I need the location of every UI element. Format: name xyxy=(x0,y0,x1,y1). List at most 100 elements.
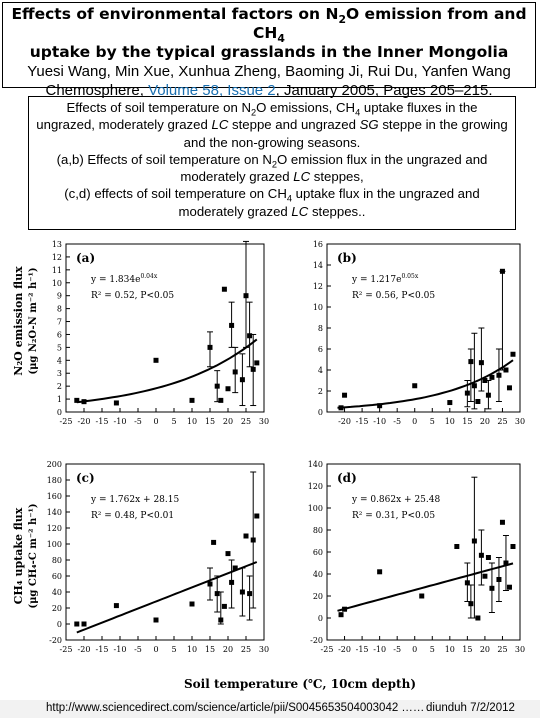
fit-equation: y = 1.217e0.05x xyxy=(351,273,419,285)
chart-panel: 0 2 4 6 8 10 12 14 16 -20 -15 -10 -5 0 5 10 15 20 25 30 (b) y… xyxy=(313,240,525,426)
plot-frame xyxy=(326,463,521,641)
y-tick-label: 160 xyxy=(47,492,62,501)
y-tick-label: 10 xyxy=(313,303,323,312)
data-point xyxy=(471,538,477,544)
y-tick-label: 120 xyxy=(47,524,62,533)
data-point xyxy=(232,369,238,375)
data-point xyxy=(482,573,488,579)
data-point xyxy=(211,539,217,545)
fit-equation: y = 1.762x + 28.15 xyxy=(90,495,179,505)
panel-label: (a) xyxy=(76,251,95,265)
data-point xyxy=(232,565,238,571)
x-tick-label: 5 xyxy=(171,645,176,654)
fit-line xyxy=(76,561,258,634)
x-tick-label: -20 xyxy=(338,417,351,426)
x-tick-label: -10 xyxy=(114,417,127,426)
x-tick-label: 15 xyxy=(462,645,472,654)
data-point xyxy=(254,513,260,519)
x-tick-label: 5 xyxy=(171,417,176,426)
y-tick-label: 140 xyxy=(47,508,62,517)
data-point xyxy=(482,378,488,383)
data-point xyxy=(239,589,245,595)
data-point xyxy=(496,577,502,582)
y-tick-label: 100 xyxy=(47,540,62,549)
journal-issue-link[interactable]: Volume 58, Issue 2 xyxy=(148,82,276,99)
fit-line xyxy=(76,338,258,404)
data-point xyxy=(218,397,224,403)
data-point xyxy=(475,399,481,404)
data-point xyxy=(250,366,256,372)
x-tick-label: -25 xyxy=(60,417,73,426)
panel-label: (b) xyxy=(337,251,357,265)
data-point xyxy=(247,333,253,339)
y-axis-label-bottom: CH₄ uptake flux (μg CH₄-C m⁻² h⁻¹) xyxy=(12,503,39,608)
fit-r-squared: R² = 0.52, P<0.05 xyxy=(91,291,174,301)
y-tick-label: 12 xyxy=(313,282,323,291)
data-point xyxy=(485,392,491,398)
panel-label: (c) xyxy=(76,471,95,485)
y-tick-label: 11 xyxy=(52,266,62,275)
data-point xyxy=(338,612,344,618)
y-tick-label: 60 xyxy=(52,572,62,581)
figure-caption: Effects of soil temperature on N2O emiss… xyxy=(28,96,516,230)
x-tick-label: 5 xyxy=(430,645,435,654)
data-point xyxy=(478,360,484,366)
data-point xyxy=(503,367,509,373)
x-tick-label: -5 xyxy=(393,417,401,426)
data-point xyxy=(454,544,460,549)
y-tick-label: -20 xyxy=(49,636,62,645)
x-tick-label: 30 xyxy=(259,417,269,426)
y-tick-label: 120 xyxy=(308,482,323,491)
x-axis-label: Soil temperature (℃, 10cm depth) xyxy=(184,677,416,691)
y-tick-label: 9 xyxy=(57,292,62,301)
y-tick-label: 0 xyxy=(318,408,323,417)
y-tick-label: 12 xyxy=(52,253,62,262)
y-tick-label: 3 xyxy=(57,369,62,378)
x-tick-label: 30 xyxy=(515,645,525,654)
plot-frame xyxy=(65,243,265,413)
data-point xyxy=(81,399,87,405)
data-point xyxy=(377,569,383,575)
x-tick-label: -5 xyxy=(134,645,142,654)
x-tick-label: 20 xyxy=(223,417,233,426)
y-tick-label: 4 xyxy=(57,356,62,365)
data-point xyxy=(74,397,80,403)
y-tick-label: -20 xyxy=(310,636,323,645)
x-tick-label: -25 xyxy=(321,645,334,654)
data-point xyxy=(221,286,227,292)
y-tick-label: 40 xyxy=(52,588,62,597)
data-point xyxy=(471,383,477,389)
data-point xyxy=(464,580,470,586)
data-point xyxy=(503,560,509,566)
data-point xyxy=(478,552,484,558)
fit-equation: y = 0.862x + 25.48 xyxy=(351,495,440,505)
plot-frame xyxy=(326,243,521,413)
y-tick-label: 14 xyxy=(313,261,323,270)
x-tick-label: -15 xyxy=(356,417,369,426)
data-point xyxy=(207,581,213,587)
y-axis-label-top: N₂O emission flux (μg N₂O-N m⁻² h⁻¹) xyxy=(12,266,39,376)
x-tick-label: 20 xyxy=(480,417,490,426)
svg-text:CH₄ uptake flux: CH₄ uptake flux xyxy=(12,507,25,604)
y-tick-label: 2 xyxy=(57,382,62,391)
data-point xyxy=(468,601,474,607)
x-tick-label: -5 xyxy=(393,645,401,654)
x-tick-label: 5 xyxy=(430,417,435,426)
x-tick-label: 25 xyxy=(241,645,251,654)
y-tick-label: 4 xyxy=(318,366,323,375)
x-tick-label: -25 xyxy=(60,645,73,654)
x-tick-label: 15 xyxy=(205,645,215,654)
data-point xyxy=(225,551,231,557)
data-point xyxy=(342,606,348,612)
data-point xyxy=(207,344,213,350)
data-point xyxy=(113,603,119,609)
download-date: diunduh 7/2/2012 xyxy=(426,702,515,714)
svg-text:(μg CH₄-C m⁻² h⁻¹): (μg CH₄-C m⁻² h⁻¹) xyxy=(28,503,39,608)
y-tick-label: 6 xyxy=(318,345,323,354)
x-tick-label: 10 xyxy=(445,417,455,426)
data-point xyxy=(229,579,235,585)
x-tick-label: -20 xyxy=(338,645,351,654)
source-url[interactable]: http://www.sciencedirect.com/science/art… xyxy=(46,702,425,714)
